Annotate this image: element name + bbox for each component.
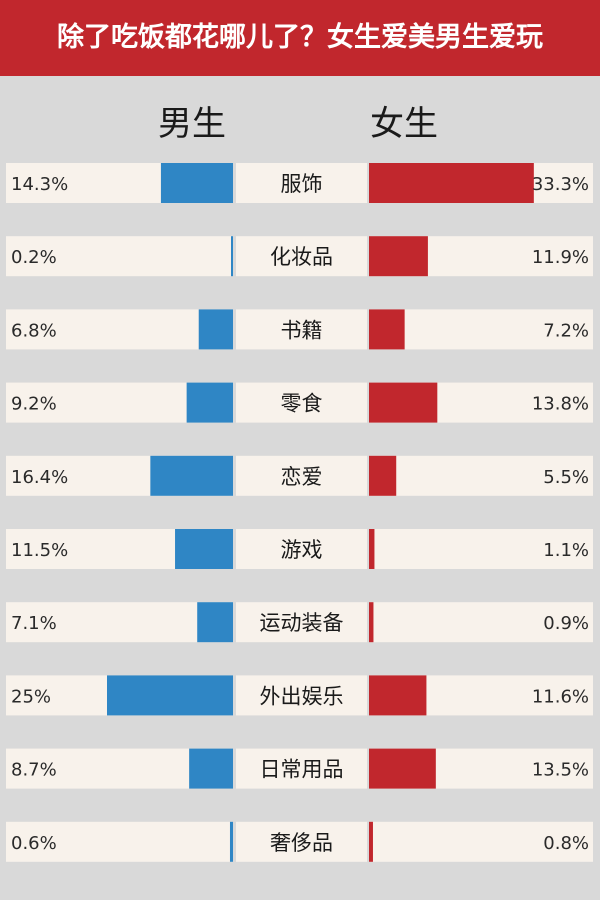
male-bar xyxy=(160,163,233,203)
female-value-label: 0.9% xyxy=(543,613,589,634)
category-label: 零食 xyxy=(281,392,323,416)
row-bg-category xyxy=(236,236,367,277)
row-bg-category xyxy=(236,821,367,862)
male-value-label: 16.4% xyxy=(11,467,68,488)
row-bg-female xyxy=(369,602,593,643)
female-bar xyxy=(369,382,438,423)
category-label: 运动装备 xyxy=(260,611,344,635)
title-banner: 除了吃饭都花哪儿了？女生爱美男生爱玩 xyxy=(0,0,600,76)
row-bg-female xyxy=(369,529,593,569)
male-bar xyxy=(198,309,233,350)
row-bg-male xyxy=(6,309,233,350)
row-bg-category xyxy=(236,748,367,789)
male-value-label: 7.1% xyxy=(11,613,57,634)
male-bar xyxy=(175,529,233,569)
row-bg-category xyxy=(236,309,367,350)
male-value-label: 0.6% xyxy=(11,833,57,854)
row-bg-category xyxy=(236,455,367,496)
male-bar xyxy=(186,382,233,423)
female-bar xyxy=(369,821,373,862)
female-bar xyxy=(369,309,405,350)
row-bg-category xyxy=(236,602,367,643)
female-bar xyxy=(369,602,374,643)
male-value-label: 0.2% xyxy=(11,247,57,268)
female-bar xyxy=(369,529,375,569)
row-bg-female xyxy=(369,309,593,350)
row-bg-category xyxy=(236,529,367,569)
male-value-label: 11.5% xyxy=(11,540,68,561)
category-label: 奢侈品 xyxy=(270,831,333,855)
category-label: 书籍 xyxy=(281,318,323,342)
male-value-label: 8.7% xyxy=(11,760,57,781)
row-bg-category xyxy=(236,675,367,716)
female-bar xyxy=(369,236,428,277)
row-bg-female xyxy=(369,821,593,862)
male-bar xyxy=(150,455,233,496)
row-bg-male xyxy=(6,602,233,643)
category-label: 日常用品 xyxy=(260,758,344,782)
male-bar xyxy=(189,748,233,789)
female-bar xyxy=(369,455,397,496)
female-bar xyxy=(369,748,436,789)
male-bar xyxy=(229,821,233,862)
female-value-label: 13.5% xyxy=(532,760,589,781)
male-bar xyxy=(231,236,233,277)
row-bg-male xyxy=(6,236,233,277)
female-value-label: 13.8% xyxy=(532,394,589,415)
row-bg-category xyxy=(236,163,367,203)
category-label: 外出娱乐 xyxy=(260,684,344,708)
category-label: 化妆品 xyxy=(270,245,333,269)
chart-title: 除了吃饭都花哪儿了？女生爱美男生爱玩 xyxy=(57,22,543,53)
row-bg-male xyxy=(6,821,233,862)
male-value-label: 25% xyxy=(11,686,51,707)
male-value-label: 6.8% xyxy=(11,320,57,341)
female-value-label: 5.5% xyxy=(543,467,589,488)
female-value-label: 33.3% xyxy=(532,174,589,195)
male-bar xyxy=(107,675,233,716)
category-label: 服饰 xyxy=(281,172,323,196)
male-value-label: 9.2% xyxy=(11,394,57,415)
row-bg-female xyxy=(369,455,593,496)
female-bar xyxy=(369,163,534,203)
category-label: 恋爱 xyxy=(281,465,323,489)
bottom-caption-cropped xyxy=(0,880,600,900)
female-value-label: 11.6% xyxy=(532,686,589,707)
female-header: 女生 xyxy=(370,104,438,144)
row-bg-category xyxy=(236,382,367,423)
female-value-label: 7.2% xyxy=(543,320,589,341)
female-value-label: 11.9% xyxy=(532,247,589,268)
female-value-label: 0.8% xyxy=(543,833,589,854)
female-value-label: 1.1% xyxy=(543,540,589,561)
male-bar xyxy=(197,602,233,643)
category-label: 游戏 xyxy=(281,538,323,562)
male-value-label: 14.3% xyxy=(11,174,68,195)
male-header: 男生 xyxy=(158,104,226,144)
female-bar xyxy=(369,675,427,716)
